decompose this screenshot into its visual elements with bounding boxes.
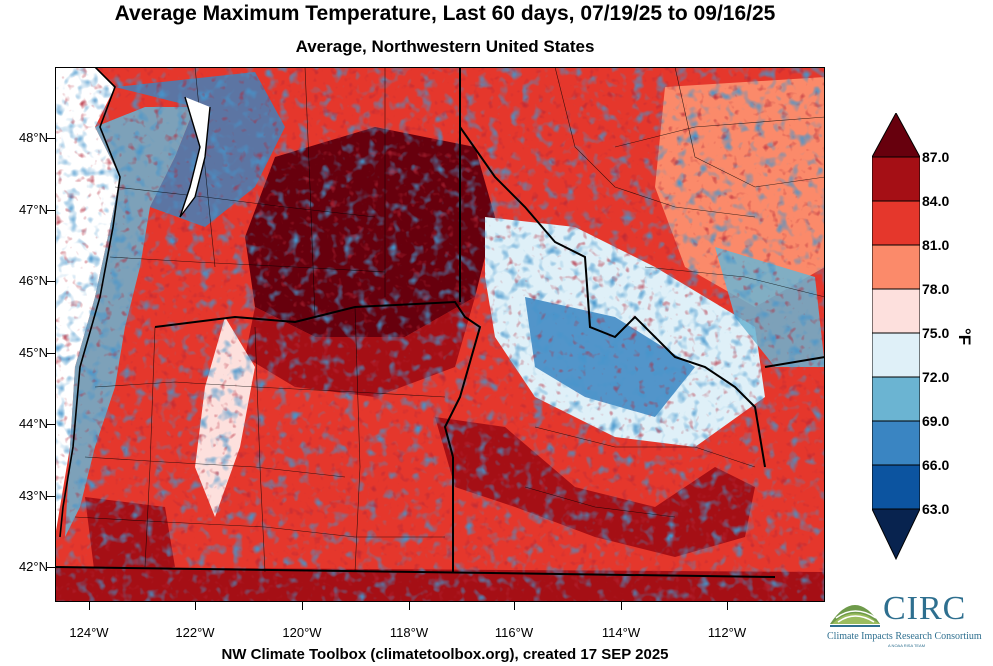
colorbar xyxy=(872,113,920,561)
x-tick-mark xyxy=(195,602,196,610)
x-tick-mark xyxy=(514,602,515,610)
temperature-map xyxy=(55,67,825,602)
coastline xyxy=(59,67,121,538)
circ-logo-icon xyxy=(830,605,880,627)
y-tick-mark xyxy=(47,567,55,568)
y-tick-mark xyxy=(47,210,55,211)
y-tick-label: 47°N xyxy=(18,202,48,217)
colorbar-label: 81.0 xyxy=(922,237,950,253)
y-tick-mark xyxy=(47,496,55,497)
x-tick-mark xyxy=(621,602,622,610)
y-tick-label: 48°N xyxy=(18,130,48,145)
logo-full-name: Climate Impacts Research Consortium xyxy=(827,631,982,642)
x-tick-label: 116°W xyxy=(494,625,534,640)
colorbar-band-66-69 xyxy=(872,420,920,466)
colorbar-band-72-75 xyxy=(872,332,920,378)
colorbar-band-78-81 xyxy=(872,244,920,290)
colorbar-band-69-72 xyxy=(872,376,920,422)
x-tick-label: 114°W xyxy=(601,625,641,640)
colorbar-label: 75.0 xyxy=(922,325,950,341)
x-tick-mark xyxy=(302,602,303,610)
x-tick-mark xyxy=(727,602,728,610)
x-tick-label: 118°W xyxy=(389,625,429,640)
logo-name: CIRC xyxy=(883,590,967,627)
logo-tagline: A NOAA RISA TEAM xyxy=(888,643,926,648)
map-frame xyxy=(55,67,825,602)
x-tick-label: 124°W xyxy=(69,625,109,640)
x-tick-mark xyxy=(89,602,90,610)
colorbar-label: 63.0 xyxy=(922,501,950,517)
x-tick-label: 122°W xyxy=(175,625,215,640)
y-tick-mark xyxy=(47,138,55,139)
puget-sound xyxy=(179,96,211,218)
colorbar-min-arrow xyxy=(872,508,920,561)
colorbar-label: 84.0 xyxy=(922,193,950,209)
colorbar-band-63-66 xyxy=(872,464,920,510)
colorbar-label: 72.0 xyxy=(922,369,950,385)
colorbar-band-81-84 xyxy=(872,200,920,246)
state-boundaries xyxy=(55,67,825,578)
x-tick-label: 120°W xyxy=(282,625,322,640)
colorbar-label: 78.0 xyxy=(922,281,950,297)
colorbar-label: 87.0 xyxy=(922,149,950,165)
y-tick-mark xyxy=(47,281,55,282)
y-tick-label: 44°N xyxy=(18,416,48,431)
credit-line: NW Climate Toolbox (climatetoolbox.org),… xyxy=(221,646,669,663)
y-tick-mark xyxy=(47,353,55,354)
county-boundaries xyxy=(74,67,825,573)
colorbar-band-75-78 xyxy=(872,288,920,334)
y-tick-mark xyxy=(47,424,55,425)
colorbar-unit: °F xyxy=(955,328,974,346)
colorbar-max-arrow xyxy=(872,113,920,158)
x-tick-label: 112°W xyxy=(707,625,747,640)
map-subtitle: Average, Northwestern United States xyxy=(295,37,595,56)
y-tick-label: 42°N xyxy=(18,559,48,574)
map-title: Average Maximum Temperature, Last 60 day… xyxy=(114,2,776,25)
colorbar-band-84-87 xyxy=(872,156,920,202)
colorbar-label: 69.0 xyxy=(922,413,950,429)
y-tick-label: 45°N xyxy=(18,345,48,360)
colorbar-label: 66.0 xyxy=(922,457,950,473)
x-tick-mark xyxy=(409,602,410,610)
y-tick-label: 46°N xyxy=(18,273,48,288)
y-tick-label: 43°N xyxy=(18,488,48,503)
